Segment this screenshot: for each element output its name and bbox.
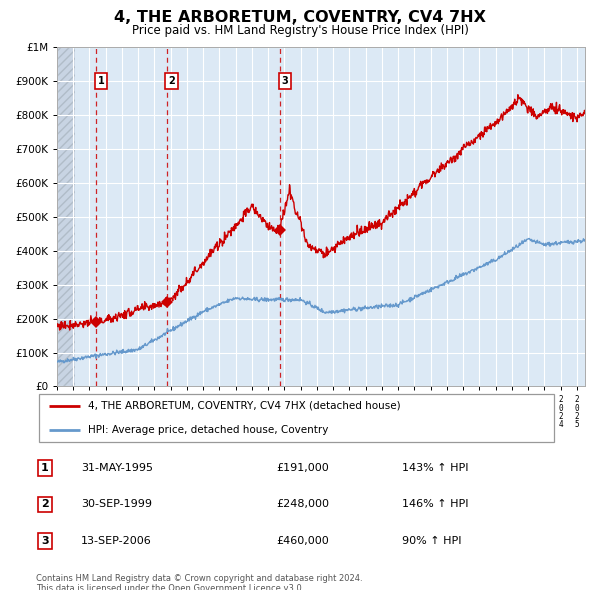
Text: 30-SEP-1999: 30-SEP-1999 (81, 500, 152, 509)
Text: 143% ↑ HPI: 143% ↑ HPI (402, 463, 469, 473)
Text: 13-SEP-2006: 13-SEP-2006 (81, 536, 152, 546)
Text: 4, THE ARBORETUM, COVENTRY, CV4 7HX: 4, THE ARBORETUM, COVENTRY, CV4 7HX (114, 10, 486, 25)
Text: Contains HM Land Registry data © Crown copyright and database right 2024.: Contains HM Land Registry data © Crown c… (36, 574, 362, 583)
Bar (57, 47, 75, 386)
Text: £248,000: £248,000 (276, 500, 329, 509)
Text: £460,000: £460,000 (276, 536, 329, 546)
Text: Price paid vs. HM Land Registry's House Price Index (HPI): Price paid vs. HM Land Registry's House … (131, 24, 469, 37)
Text: HPI: Average price, detached house, Coventry: HPI: Average price, detached house, Cove… (88, 425, 329, 435)
Text: 31-MAY-1995: 31-MAY-1995 (81, 463, 153, 473)
Text: 4, THE ARBORETUM, COVENTRY, CV4 7HX (detached house): 4, THE ARBORETUM, COVENTRY, CV4 7HX (det… (88, 401, 401, 411)
Text: This data is licensed under the Open Government Licence v3.0.: This data is licensed under the Open Gov… (36, 584, 304, 590)
Text: 1: 1 (98, 76, 104, 86)
Text: 90% ↑ HPI: 90% ↑ HPI (402, 536, 461, 546)
Text: 3: 3 (281, 76, 288, 86)
Text: £191,000: £191,000 (276, 463, 329, 473)
Text: 1: 1 (41, 463, 49, 473)
Text: 2: 2 (168, 76, 175, 86)
FancyBboxPatch shape (38, 394, 554, 441)
Text: 146% ↑ HPI: 146% ↑ HPI (402, 500, 469, 509)
Text: 3: 3 (41, 536, 49, 546)
Text: 2: 2 (41, 500, 49, 509)
